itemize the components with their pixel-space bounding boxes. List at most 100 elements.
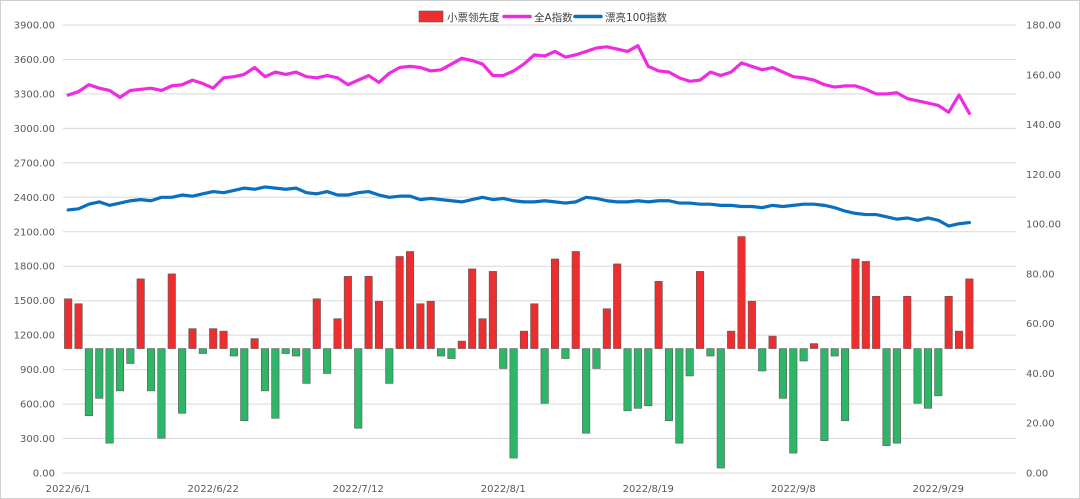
left-axis-tick-label: 3900.00 <box>14 21 55 32</box>
bar <box>457 340 466 349</box>
bar <box>530 303 539 349</box>
right-axis-tick-label: 0.00 <box>1026 469 1048 480</box>
bar <box>602 308 611 349</box>
bar <box>882 348 891 446</box>
bar <box>95 348 104 399</box>
bar <box>934 348 943 397</box>
bar <box>944 295 953 349</box>
right-axis-tick-label: 60.00 <box>1026 319 1055 330</box>
bar <box>737 236 746 349</box>
bar <box>561 348 570 359</box>
bar <box>851 258 860 349</box>
x-axis-tick-label: 2022/7/12 <box>333 484 384 495</box>
bar <box>633 348 642 409</box>
bar <box>198 348 207 354</box>
bar <box>333 318 342 349</box>
bar <box>892 348 901 444</box>
bar <box>778 348 787 399</box>
right-axis-tick-label: 40.00 <box>1026 369 1055 380</box>
bar <box>447 348 456 359</box>
bar <box>654 281 663 349</box>
bar <box>343 276 352 349</box>
x-axis-tick-label: 2022/6/22 <box>188 484 239 495</box>
bar <box>468 268 477 349</box>
bar <box>385 348 394 384</box>
legend: 小票领先度 全A指数 漂亮100指数 <box>418 10 668 24</box>
bar <box>664 348 674 422</box>
right-axis-tick-labels: 0.00 20.00 40.00 60.00 80.00 100.00 120.00 140.… <box>1026 21 1061 480</box>
bar <box>706 348 715 357</box>
bar <box>954 330 964 349</box>
bar <box>551 258 560 349</box>
bar <box>64 298 73 349</box>
bar <box>965 278 974 349</box>
bar <box>789 348 798 454</box>
right-axis-tick-label: 180.00 <box>1026 21 1061 32</box>
bar <box>302 348 311 384</box>
x-axis-tick-labels: 2022/6/1 2022/6/22 2022/7/12 2022/8/1 2022/8… <box>46 484 964 495</box>
left-axis-tick-label: 0.00 <box>33 469 55 480</box>
right-axis-tick-label: 160.00 <box>1026 70 1061 81</box>
bar <box>437 348 446 357</box>
bar <box>395 256 404 349</box>
legend-label-line-1: 全A指数 <box>534 11 573 24</box>
bar <box>696 271 705 349</box>
bar <box>105 348 114 444</box>
bar <box>115 348 124 392</box>
bar <box>260 348 270 392</box>
bar <box>147 348 156 392</box>
right-axis-tick-label: 120.00 <box>1026 170 1061 181</box>
bar <box>219 330 228 349</box>
line-all-a-index <box>66 44 971 116</box>
bar <box>188 328 197 349</box>
bar <box>540 348 549 404</box>
bar <box>830 348 839 357</box>
bar <box>809 343 819 349</box>
left-axis-tick-label: 600.00 <box>20 400 55 411</box>
bar <box>126 348 135 364</box>
bar <box>74 303 83 349</box>
bar <box>923 348 932 409</box>
bar <box>229 348 238 357</box>
bar <box>374 300 383 349</box>
legend-swatch-bar <box>418 10 444 23</box>
left-axis-tick-label: 3300.00 <box>14 89 55 100</box>
legend-label-line-2: 漂亮100指数 <box>605 11 668 24</box>
bar <box>312 298 321 349</box>
x-axis-tick-label: 2022/9/29 <box>913 484 964 495</box>
left-axis-tick-label: 2700.00 <box>14 158 55 169</box>
line-pretty-100-index <box>66 185 971 228</box>
bar <box>903 295 912 349</box>
left-axis-tick-label: 2100.00 <box>14 227 55 238</box>
bar <box>509 348 518 459</box>
x-axis-tick-label: 2022/6/1 <box>46 484 91 495</box>
x-axis-tick-label: 2022/8/19 <box>623 484 674 495</box>
bar <box>488 271 497 349</box>
bar <box>167 273 176 349</box>
left-axis-tick-label: 1200.00 <box>14 331 55 342</box>
bar <box>84 348 93 417</box>
bar <box>799 348 808 362</box>
bar-series-small-cap-lead <box>64 236 974 469</box>
right-axis-tick-label: 100.00 <box>1026 220 1061 231</box>
left-axis-tick-label: 3000.00 <box>14 124 55 135</box>
bar <box>582 348 591 434</box>
left-axis-tick-label: 900.00 <box>20 365 55 376</box>
bar <box>747 300 756 349</box>
bar <box>292 348 301 357</box>
bar <box>209 328 218 349</box>
bar <box>675 348 684 444</box>
left-axis-tick-label: 300.00 <box>20 434 55 445</box>
bar <box>250 338 259 349</box>
bar <box>178 348 187 414</box>
bar <box>354 348 363 429</box>
bar <box>820 348 829 441</box>
bar <box>136 278 145 349</box>
bar <box>405 251 415 349</box>
left-axis-tick-label: 1800.00 <box>14 262 55 273</box>
bar <box>416 303 425 349</box>
bar <box>499 348 508 369</box>
right-axis-tick-label: 80.00 <box>1026 269 1055 280</box>
bar <box>157 348 166 439</box>
left-axis-tick-label: 3600.00 <box>14 55 55 66</box>
